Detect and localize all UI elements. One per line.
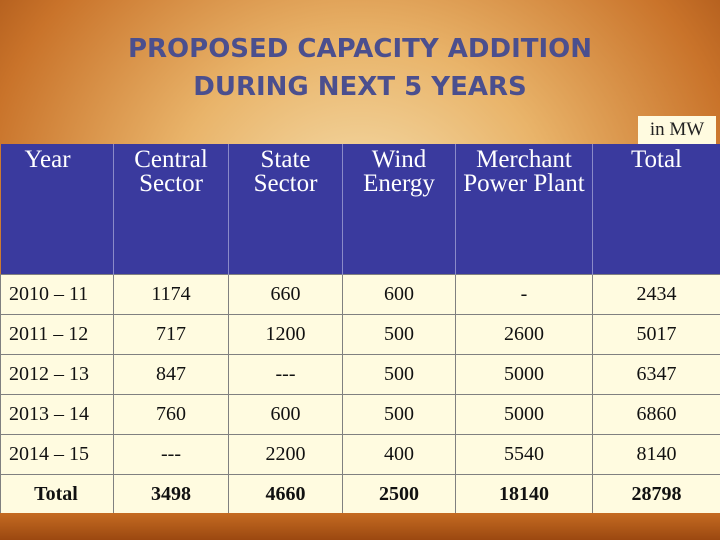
- header-row: Year Central Sector State Sector Wind En…: [0, 144, 720, 275]
- header-total: Total: [592, 144, 720, 275]
- total-total: 28798: [592, 474, 720, 514]
- total-state: 4660: [228, 474, 343, 514]
- total-central: 3498: [113, 474, 229, 514]
- cell-state: 2200: [228, 434, 343, 475]
- unit-label: in MW: [638, 116, 716, 144]
- cell-merchant: 5540: [455, 434, 593, 475]
- table-row: 2014 – 15 --- 2200 400 5540 8140: [0, 434, 720, 475]
- cell-central: 1174: [113, 274, 229, 315]
- title-line-2: DURING NEXT 5 YEARS: [193, 72, 527, 102]
- cell-state: 600: [228, 394, 343, 435]
- cell-central: 847: [113, 354, 229, 395]
- header-state-sector: State Sector: [228, 144, 343, 275]
- cell-wind: 500: [342, 354, 456, 395]
- table-row: 2011 – 12 717 1200 500 2600 5017: [0, 314, 720, 355]
- table-row: 2010 – 11 1174 660 600 - 2434: [0, 274, 720, 315]
- cell-year: 2014 – 15: [0, 434, 114, 475]
- cell-central: 717: [113, 314, 229, 355]
- cell-merchant: 5000: [455, 354, 593, 395]
- cell-total: 5017: [592, 314, 720, 355]
- table-row: 2013 – 14 760 600 500 5000 6860: [0, 394, 720, 435]
- header-central-sector: Central Sector: [113, 144, 229, 275]
- cell-central: 760: [113, 394, 229, 435]
- cell-merchant: -: [455, 274, 593, 315]
- header-wind-energy: Wind Energy: [342, 144, 456, 275]
- cell-total: 8140: [592, 434, 720, 475]
- cell-total: 6347: [592, 354, 720, 395]
- bottom-band: [0, 513, 720, 540]
- cell-merchant: 5000: [455, 394, 593, 435]
- cell-merchant: 2600: [455, 314, 593, 355]
- cell-wind: 400: [342, 434, 456, 475]
- cell-year: 2011 – 12: [0, 314, 114, 355]
- cell-central: ---: [113, 434, 229, 475]
- cell-wind: 600: [342, 274, 456, 315]
- total-row: Total 3498 4660 2500 18140 28798: [0, 474, 720, 514]
- total-wind: 2500: [342, 474, 456, 514]
- title-line-1: PROPOSED CAPACITY ADDITION: [127, 34, 593, 64]
- total-merchant: 18140: [455, 474, 593, 514]
- slide-title: PROPOSED CAPACITY ADDITION DURING NEXT 5…: [0, 30, 720, 106]
- header-merchant-power-plant: Merchant Power Plant: [455, 144, 593, 275]
- cell-total: 6860: [592, 394, 720, 435]
- cell-state: 660: [228, 274, 343, 315]
- table-row: 2012 – 13 847 --- 500 5000 6347: [0, 354, 720, 395]
- cell-state: ---: [228, 354, 343, 395]
- cell-wind: 500: [342, 394, 456, 435]
- capacity-table: Year Central Sector State Sector Wind En…: [0, 144, 720, 514]
- cell-year: 2013 – 14: [0, 394, 114, 435]
- cell-year: 2012 – 13: [0, 354, 114, 395]
- total-label: Total: [0, 474, 114, 514]
- cell-wind: 500: [342, 314, 456, 355]
- cell-year: 2010 – 11: [0, 274, 114, 315]
- cell-total: 2434: [592, 274, 720, 315]
- header-year: Year: [0, 144, 114, 275]
- cell-state: 1200: [228, 314, 343, 355]
